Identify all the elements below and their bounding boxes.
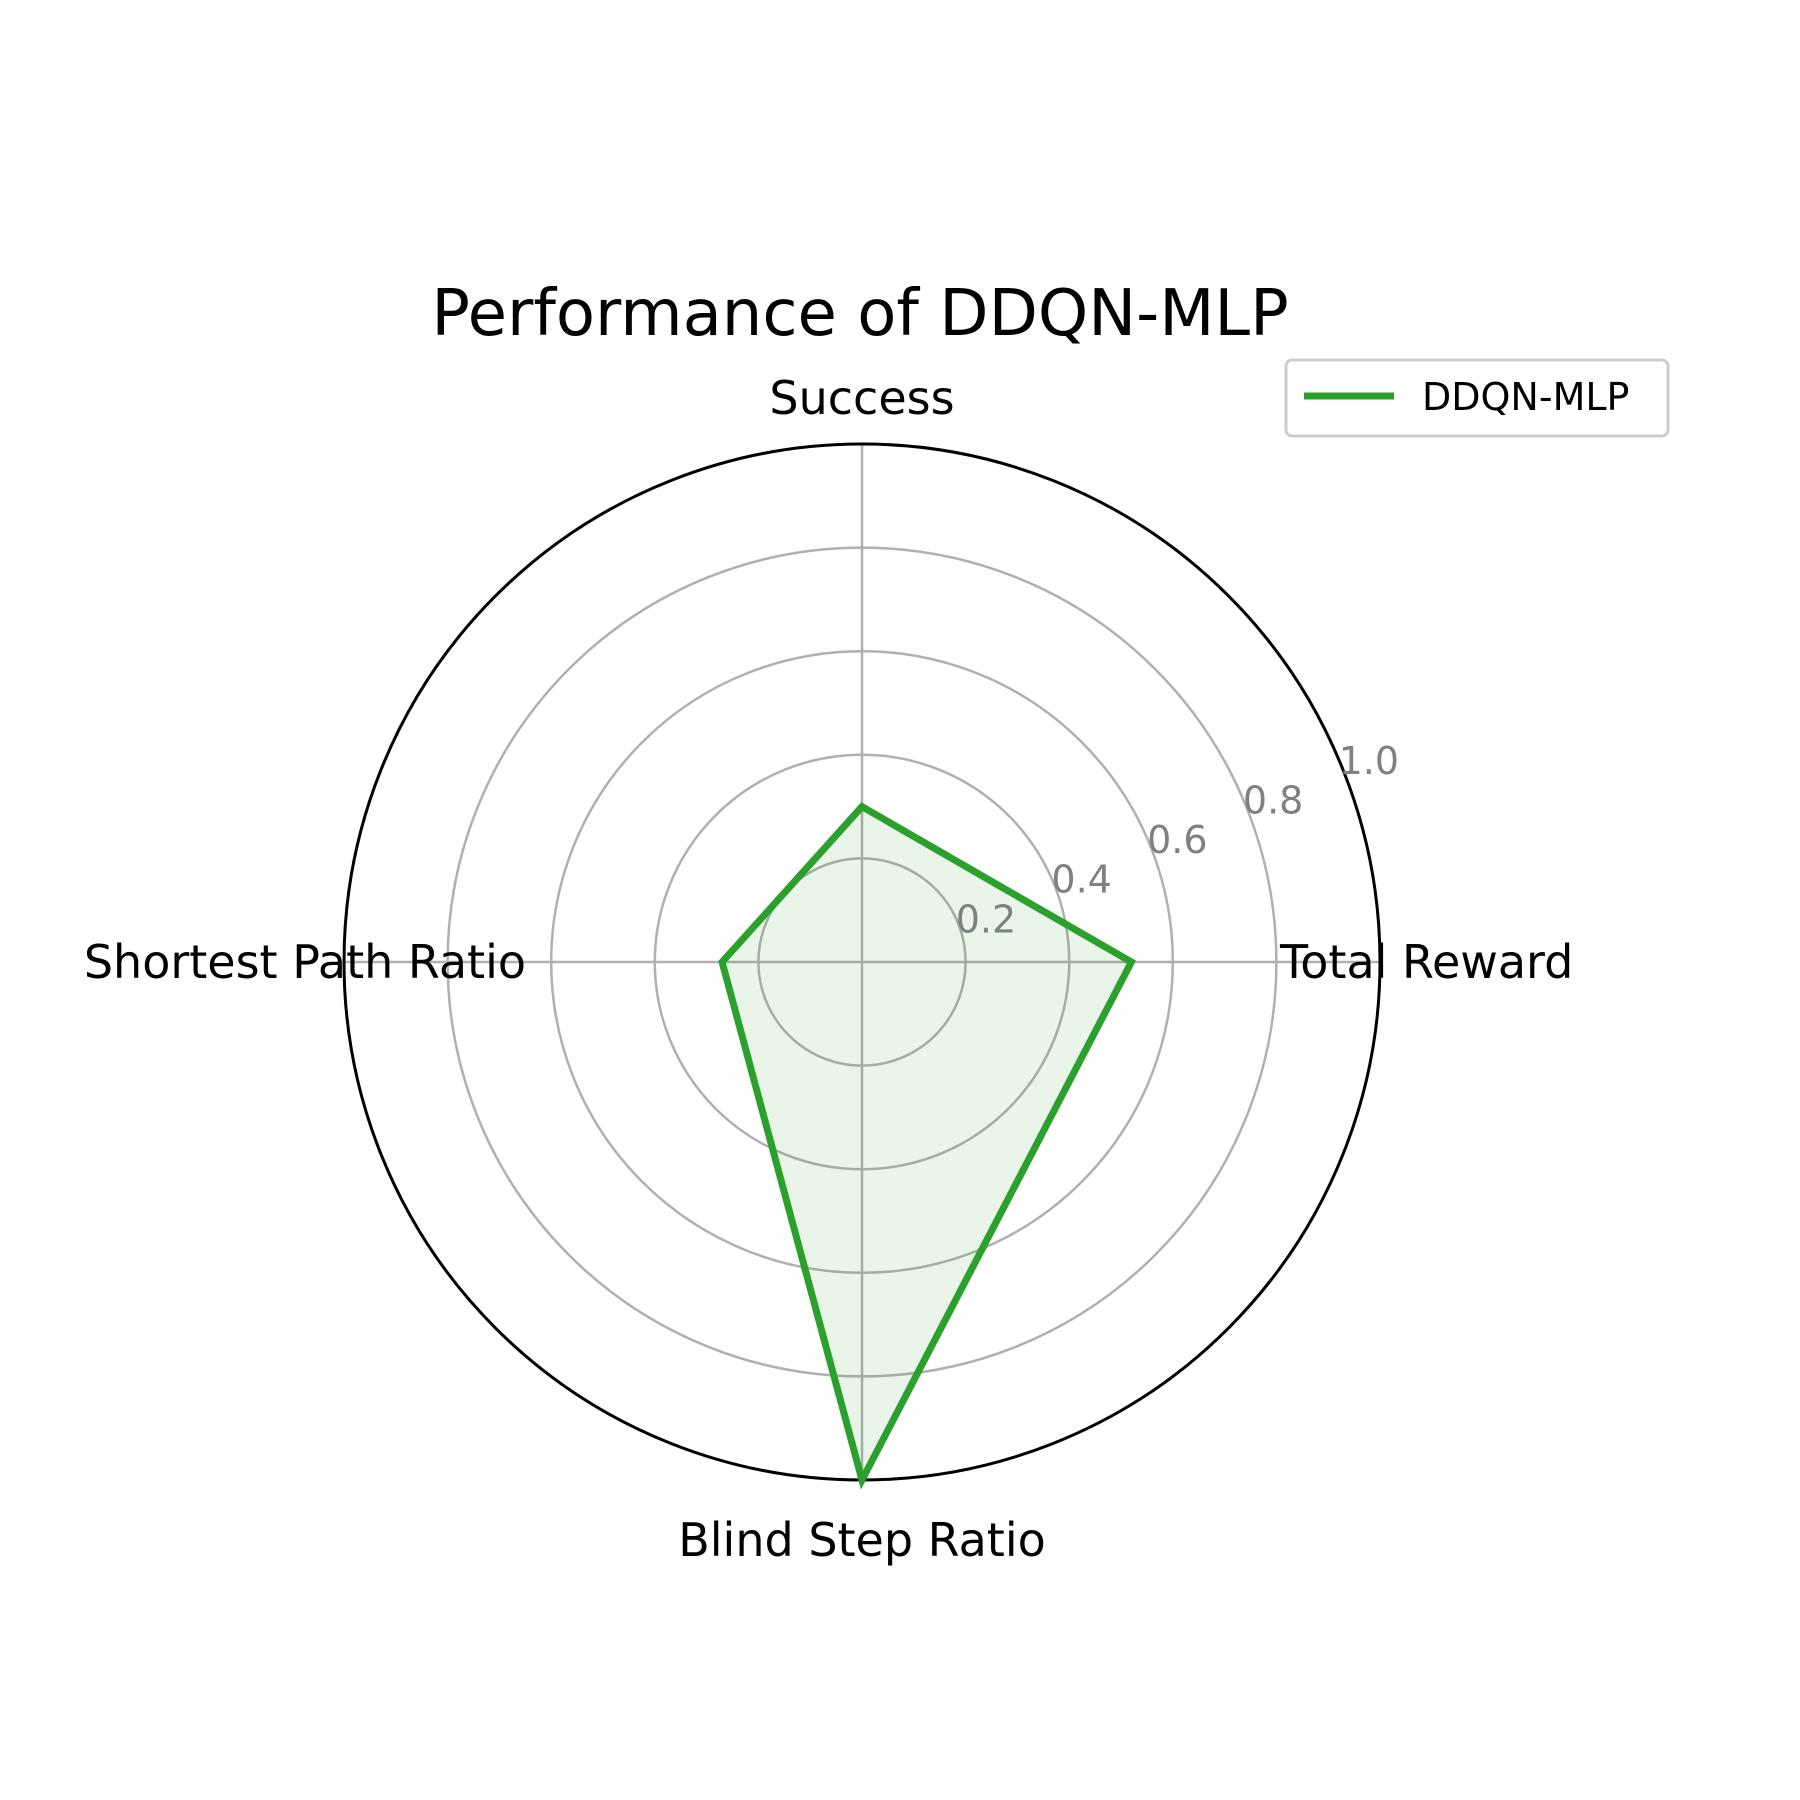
axis-label-shortest-path-ratio: Shortest Path Ratio <box>84 935 526 989</box>
r-tick-label-0.2: 0.2 <box>956 897 1016 941</box>
series-area-0 <box>722 806 1132 1480</box>
legend-label-ddqn-mlp: DDQN-MLP <box>1422 375 1629 419</box>
axis-label-blind-step-ratio: Blind Step Ratio <box>678 1513 1046 1567</box>
r-tick-label-0.8: 0.8 <box>1243 778 1303 822</box>
legend: DDQN-MLP <box>1284 358 1670 438</box>
r-tick-label-1.0: 1.0 <box>1339 739 1399 783</box>
r-tick-label-0.4: 0.4 <box>1051 858 1111 902</box>
axis-label-total-reward: Total Reward <box>1279 935 1573 989</box>
chart-title: Performance of DDQN-MLP <box>431 277 1288 351</box>
r-tick-label-0.6: 0.6 <box>1147 818 1207 862</box>
grid-spokes <box>344 444 1380 1480</box>
axis-label-success: Success <box>769 371 954 425</box>
legend-box <box>1284 358 1670 438</box>
series-layer <box>718 802 1137 1490</box>
